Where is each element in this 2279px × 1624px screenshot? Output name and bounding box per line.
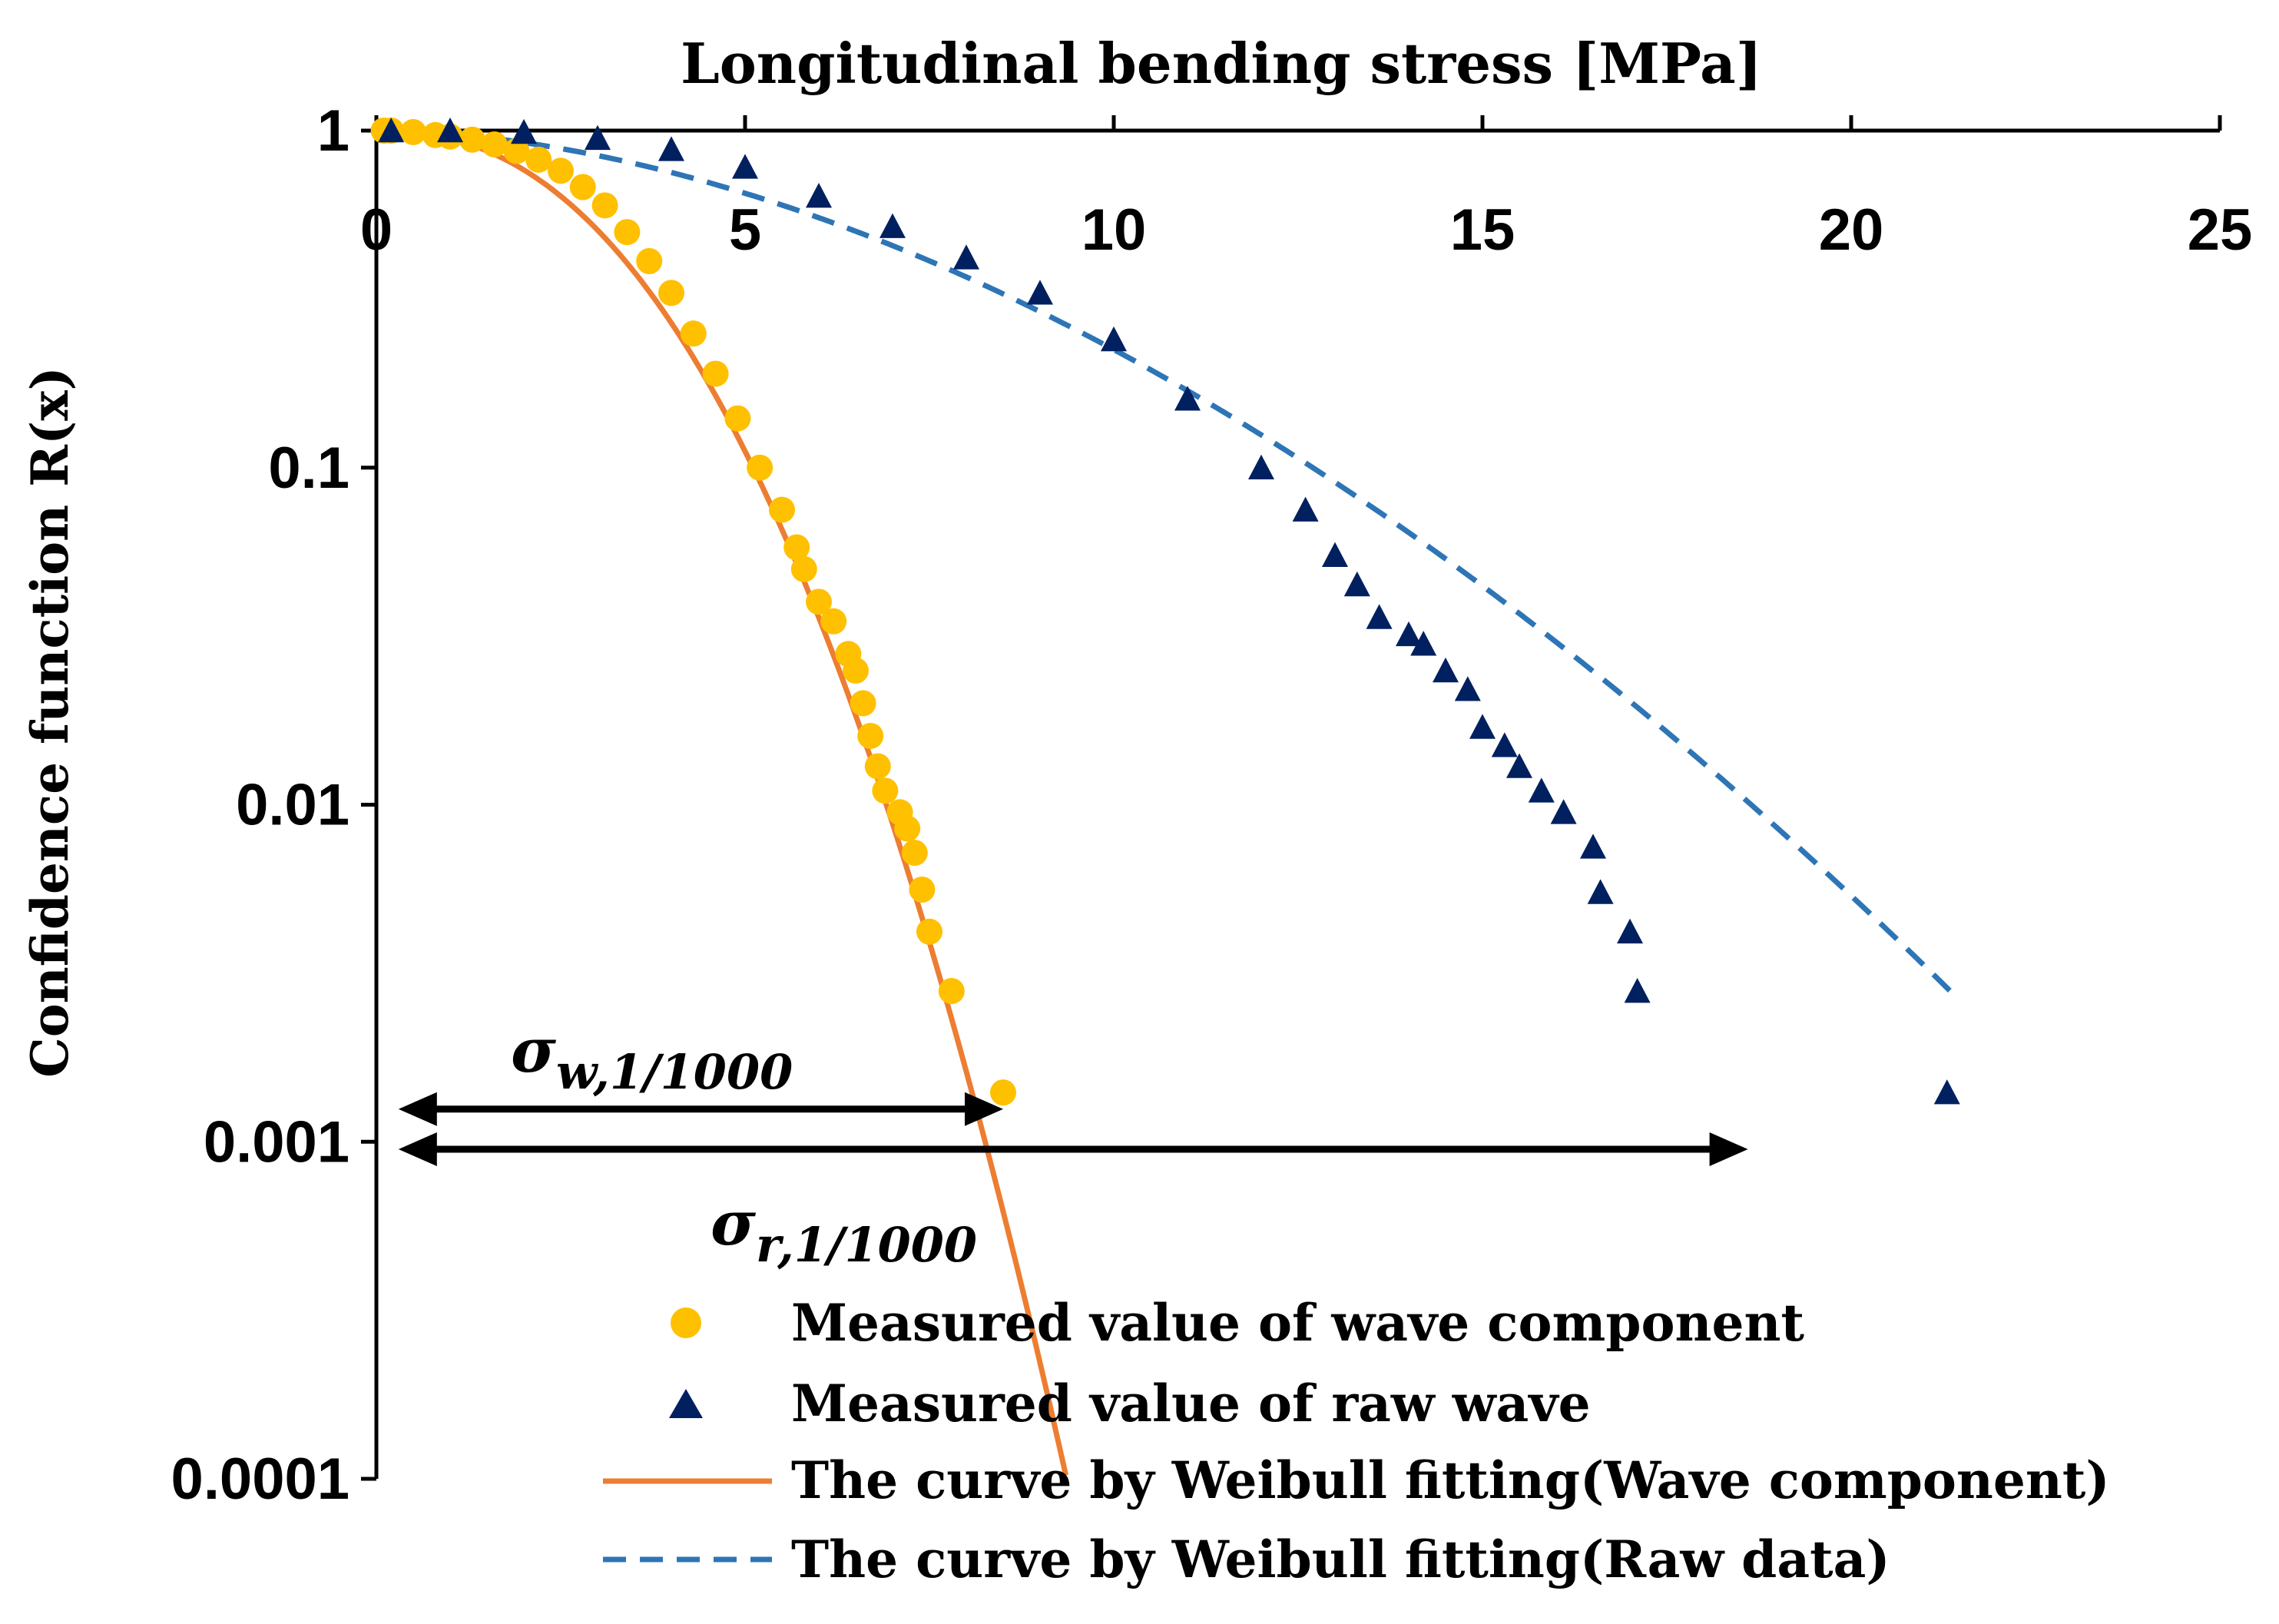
x-tick-group: 0 5 10 15 20 25 [360, 115, 2252, 263]
raw-data-point [378, 118, 405, 143]
wave-data-point [901, 840, 928, 867]
raw-data-point [1933, 1079, 1960, 1105]
raw-data-point [437, 118, 463, 143]
raw-data-point [1248, 454, 1274, 480]
raw-data-point [511, 118, 537, 144]
wave-data-point [872, 777, 899, 804]
annotation-arrow-head-right [965, 1092, 1003, 1126]
x-tick-label: 10 [1082, 197, 1147, 263]
raw-data-point [1366, 604, 1393, 629]
x-tick-label: 5 [729, 197, 761, 263]
wave-data-point [614, 219, 641, 246]
raw-data-point [1617, 918, 1643, 944]
y-tick-group: 1 0.1 0.01 0.001 0.0001 [171, 98, 376, 1512]
raw-data-point [1580, 834, 1606, 859]
weibull-fit-raw-line [379, 128, 1960, 1001]
raw-data-point [1101, 326, 1127, 352]
raw-data-point [1528, 777, 1555, 803]
wave-data-point [783, 534, 810, 561]
raw-data-point [1433, 657, 1459, 683]
raw-data-point [1396, 621, 1422, 647]
wave-data-point [503, 138, 530, 164]
sigma-w-label: σw,1/1000 [511, 1014, 793, 1100]
raw-data-point [732, 154, 758, 179]
wave-data-point [591, 192, 618, 219]
wave-data-point [894, 815, 921, 842]
wave-data-point [990, 1079, 1016, 1106]
raw-data-point [1550, 799, 1577, 824]
raw-data-point [1506, 753, 1532, 778]
legend-fit-wave-label: The curve by Weibull fitting(Wave compon… [791, 1450, 2110, 1510]
legend-wave-marker [671, 1307, 701, 1338]
wave-data-point [680, 320, 707, 347]
raw-data-point [1454, 676, 1481, 701]
raw-data-point [585, 124, 611, 151]
raw-data-point [806, 183, 832, 208]
legend-raw-label: Measured value of raw wave [791, 1374, 1591, 1433]
wave-data-point [481, 131, 508, 157]
x-tick-label: 15 [1450, 197, 1515, 263]
raw-data-point [1322, 542, 1348, 567]
wave-data-point [820, 608, 847, 635]
wave-data-point [636, 247, 663, 274]
wave-data-point [916, 918, 942, 945]
raw-data-point [1027, 280, 1053, 305]
raw-data-point [1587, 879, 1614, 904]
wave-data-point [459, 126, 485, 153]
raw-data-point [1174, 386, 1201, 411]
legend-fit-raw-label: The curve by Weibull fitting(Raw data) [791, 1530, 1890, 1589]
wave-data-point [857, 722, 884, 749]
y-tick-label: 0.0001 [171, 1447, 349, 1512]
wave-data-point [702, 360, 729, 387]
annotation-arrows [398, 1092, 1748, 1167]
raw-data-point [1624, 978, 1651, 1003]
x-axis-title: Longitudinal bending stress [MPa] [681, 31, 1762, 96]
wave-data-point [747, 454, 773, 481]
raw-data-point [1469, 714, 1496, 739]
legend-wave-label: Measured value of wave component [791, 1293, 1804, 1353]
legend-raw-marker [669, 1389, 703, 1418]
wave-data-point [843, 657, 869, 684]
raw-data-point [953, 244, 979, 270]
raw-data-point [1410, 631, 1437, 656]
y-tick-label: 0.1 [268, 436, 349, 501]
wave-data-point [790, 555, 817, 582]
sigma-r-label: σr,1/1000 [711, 1187, 977, 1273]
wave-data-point [938, 978, 965, 1005]
y-tick-label: 0.001 [204, 1109, 349, 1175]
y-tick-label: 0.01 [236, 773, 349, 838]
wave-data-point [909, 876, 936, 903]
wave-data-point [400, 118, 426, 145]
x-tick-label: 0 [360, 197, 393, 263]
wave-data-point [525, 146, 552, 173]
raw-data-point [879, 213, 906, 238]
wave-data-point [864, 753, 891, 780]
wave-data-point [548, 157, 574, 184]
legend: Measured value of wave component Measure… [603, 1293, 2110, 1589]
raw-data-point [1491, 732, 1518, 757]
y-axis-title: Confidence function R(x) [20, 366, 80, 1078]
raw-data-point [658, 136, 684, 161]
x-tick-label: 25 [2188, 197, 2253, 263]
wave-data-point [806, 588, 832, 615]
y-tick-label: 1 [317, 98, 349, 164]
wave-data-point [769, 496, 795, 523]
wave-data-point [658, 280, 684, 307]
annotation-arrow-head-left [398, 1132, 437, 1167]
wave-data-point [724, 405, 751, 432]
wave-component-points [370, 118, 1016, 1106]
annotation-arrow-head-right [1709, 1132, 1748, 1167]
wave-data-point [850, 690, 876, 717]
raw-data-point [1343, 571, 1370, 597]
raw-wave-points [378, 118, 1960, 1105]
raw-data-point [1292, 496, 1319, 522]
wave-data-point [569, 174, 596, 201]
annotation-arrow-head-left [398, 1092, 437, 1126]
weibull-fit-wave-line [379, 128, 1069, 1477]
x-tick-label: 20 [1819, 197, 1884, 263]
